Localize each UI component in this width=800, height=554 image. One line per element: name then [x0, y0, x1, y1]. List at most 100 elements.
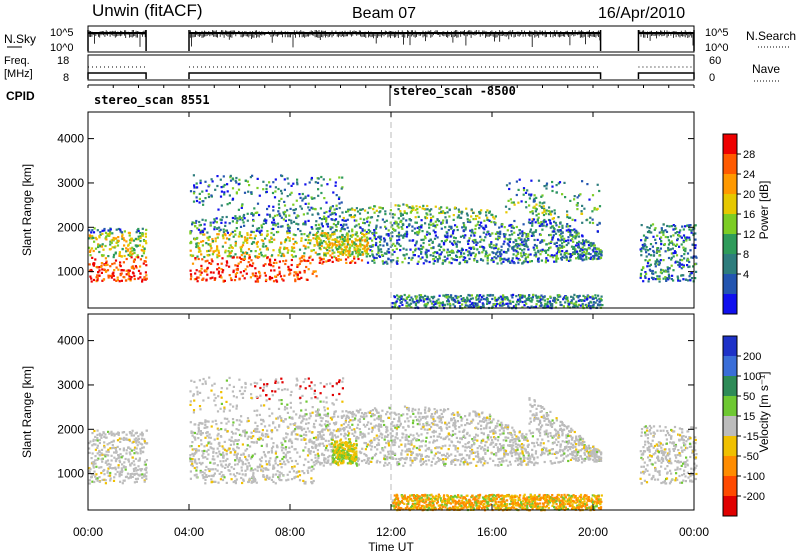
power-cell-cell — [659, 237, 662, 240]
power-cell-cell — [496, 238, 499, 241]
power-cell-cell — [642, 234, 646, 237]
power-cell-cell — [545, 259, 548, 262]
power-cell-cell — [476, 260, 479, 263]
power-cell-cell — [198, 201, 201, 204]
power-cell-cell — [527, 238, 530, 241]
velocity-cell-cell — [327, 449, 330, 452]
power-cell-cell — [369, 237, 372, 240]
velocity-cell-cell — [113, 451, 116, 454]
power-cell-cell — [684, 225, 687, 228]
power-cell-cell — [580, 210, 583, 213]
power-cell-cell — [673, 250, 676, 253]
velocity-cell-cell — [241, 481, 244, 485]
power-cell-cell — [567, 239, 570, 242]
power-cell-cell — [470, 231, 473, 234]
power-cell-cell — [335, 225, 338, 228]
velocity-cell-cell — [109, 479, 112, 482]
power-cell-cell — [679, 279, 682, 282]
power-cell-cell — [365, 255, 368, 258]
power-cell-cell — [392, 216, 395, 219]
power-cell-cell — [348, 238, 351, 241]
power-cell-cell — [117, 268, 120, 271]
power-cell-cell — [375, 256, 378, 260]
velocity-cell-cell — [242, 453, 245, 456]
power-cell-cell — [483, 228, 486, 231]
power-cell-cell — [486, 302, 489, 305]
power-cell-cell — [458, 256, 461, 259]
velocity-cell-cell — [240, 420, 243, 423]
power-cell-cell — [507, 305, 510, 308]
velocity-cell-cell — [111, 447, 114, 450]
velocity-cell-cell — [113, 476, 116, 479]
power-cell-cell — [595, 250, 598, 253]
power-cell-cell — [581, 251, 584, 254]
power-cell-cell — [499, 251, 502, 254]
velocity-cell-cell — [234, 459, 237, 462]
power-cell-cell — [204, 197, 207, 200]
power-cell-cell — [295, 199, 298, 202]
power-cell-cell — [600, 299, 603, 302]
power-cell-cell — [435, 299, 438, 302]
power-cell-cell — [482, 239, 486, 242]
power-cell-cell — [539, 296, 542, 299]
power-cell-cell — [445, 231, 448, 234]
velocity-cell-cell — [238, 458, 241, 461]
velocity-cell-cell — [138, 459, 141, 462]
power-cell-cell — [334, 240, 337, 243]
power-cell-cell — [242, 270, 246, 273]
power-cell-cell — [328, 210, 331, 213]
power-cell-cell — [297, 277, 300, 281]
velocity-cell-cell — [232, 473, 235, 476]
power-cell-cell — [445, 219, 448, 222]
velocity-cell-cell — [129, 476, 132, 479]
power-cell-cell — [258, 230, 261, 233]
power-cell-cell — [317, 188, 320, 191]
power-cell-cell — [672, 228, 675, 231]
power-cell-cell — [125, 257, 128, 261]
power-cell-cell — [467, 239, 470, 242]
power-cell-cell — [236, 219, 239, 222]
power-cell-cell — [550, 240, 553, 243]
power-cell-cell — [439, 302, 442, 305]
power-cell-cell — [351, 244, 354, 247]
power-cell-cell — [561, 193, 564, 196]
power-cell-cell — [355, 207, 358, 210]
power-cell-cell — [210, 178, 213, 181]
power-cell-cell — [357, 223, 360, 226]
power-cell-cell — [249, 176, 252, 179]
power-cell-cell — [530, 193, 533, 196]
power-cell-cell — [373, 229, 376, 232]
power-cell-cell — [515, 243, 518, 246]
power-cell-cell — [382, 244, 385, 247]
velocity-cell-cell — [325, 413, 328, 416]
power-cell-cell — [371, 245, 374, 248]
power-cell-cell — [338, 202, 341, 205]
power-cell-cell — [204, 260, 207, 263]
power-cell-cell — [214, 188, 217, 191]
power-cell-cell — [581, 246, 584, 249]
power-cell-cell — [310, 178, 313, 181]
power-cell-cell — [356, 247, 359, 250]
power-cell-cell — [359, 226, 362, 229]
power-cell-cell — [502, 260, 505, 263]
power-cell-cell — [669, 235, 672, 238]
power-cell-cell — [658, 280, 661, 283]
velocity-cell-cell — [310, 481, 313, 484]
power-cell-cell — [405, 235, 408, 238]
velocity-cell-cell — [238, 419, 241, 422]
power-cell-cell — [377, 245, 380, 248]
power-cell-cell — [416, 226, 419, 229]
power-cell-cell — [494, 221, 497, 225]
power-cell-cell — [409, 211, 413, 214]
power-cell-cell — [259, 231, 262, 234]
power-cell-cell — [494, 305, 497, 308]
power-cell-cell — [293, 274, 296, 277]
power-cell-cell — [282, 253, 285, 256]
velocity-cell-cell — [216, 455, 219, 458]
velocity-cell-cell — [289, 423, 292, 426]
velocity-cell-cell — [193, 431, 196, 435]
power-cell-cell — [441, 301, 444, 304]
velocity-cell-cell — [206, 434, 209, 437]
power-cell-cell — [260, 254, 263, 257]
